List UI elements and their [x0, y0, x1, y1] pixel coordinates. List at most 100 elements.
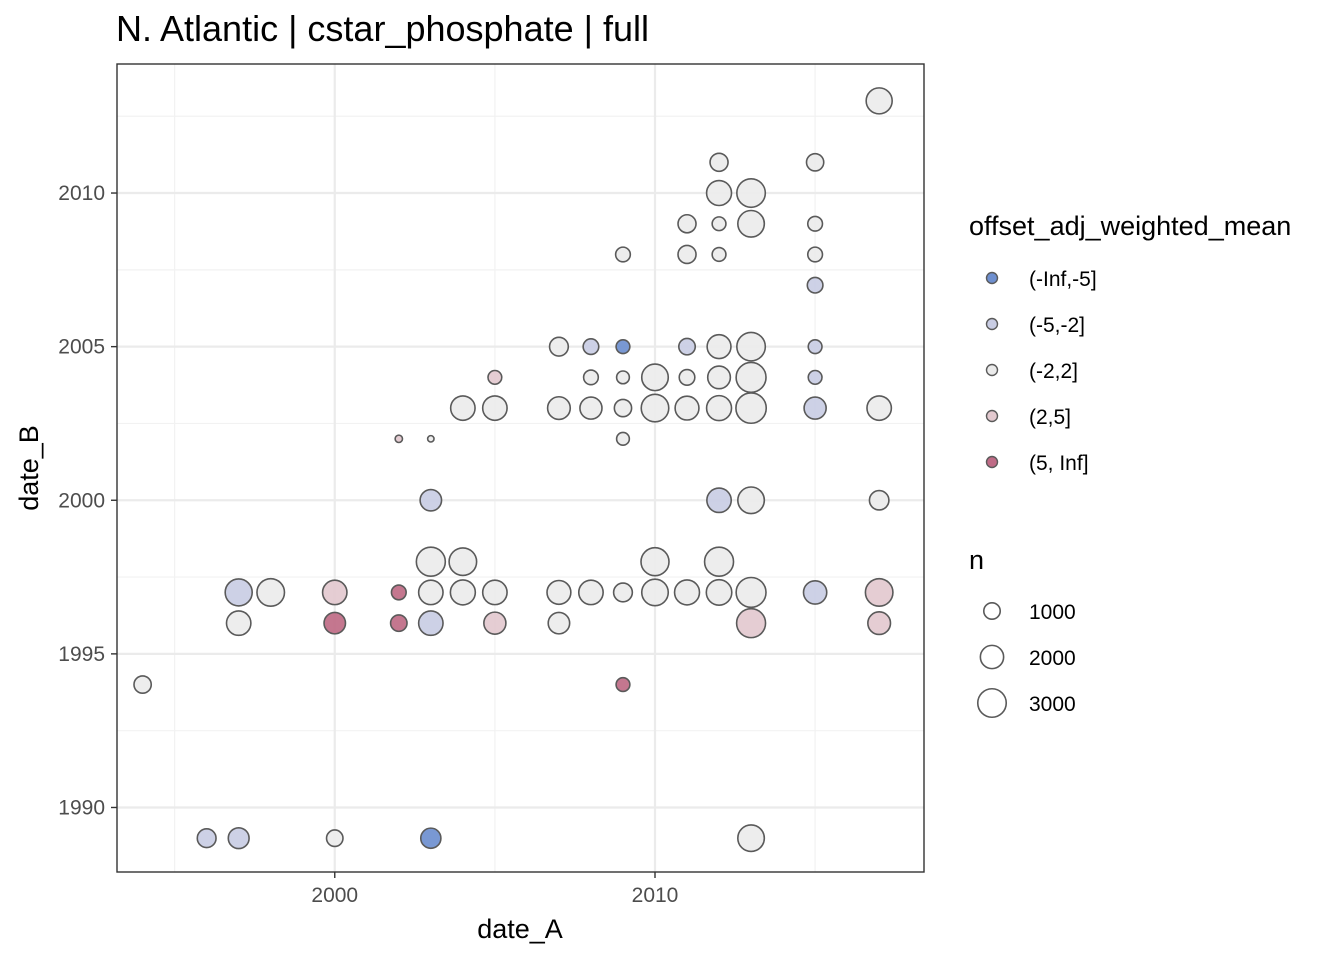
- data-point: [735, 361, 767, 394]
- legend-color-label: (-Inf,-5]: [1029, 268, 1097, 291]
- data-point: [735, 607, 767, 639]
- x-axis-title: date_A: [477, 914, 563, 944]
- data-point: [321, 579, 348, 606]
- color-legend-title: offset_adj_weighted_mean: [969, 211, 1291, 241]
- y-tick-label: 2005: [58, 336, 105, 359]
- data-point: [615, 370, 631, 385]
- data-point: [417, 610, 444, 637]
- data-point: [546, 579, 572, 606]
- y-tick-label: 1995: [58, 643, 105, 666]
- data-point: [615, 431, 631, 446]
- data-point: [706, 365, 732, 390]
- data-point: [582, 338, 600, 356]
- legend-size-label: 1000: [1029, 601, 1076, 624]
- x-axis: 2000 2010: [311, 872, 678, 907]
- y-tick-label: 2010: [58, 182, 105, 205]
- y-tick-label: 2000: [58, 489, 105, 512]
- data-point: [711, 216, 727, 232]
- legend-color-key: [985, 409, 999, 423]
- data-point: [419, 488, 443, 512]
- data-point: [805, 152, 825, 172]
- data-point: [802, 579, 828, 605]
- data-point: [449, 395, 476, 422]
- data-point: [803, 396, 827, 420]
- minor-gridlines: [117, 64, 924, 872]
- data-point: [806, 246, 824, 263]
- size-legend: n 1000 2000 3000: [969, 545, 1076, 719]
- data-point: [227, 827, 250, 850]
- data-point: [737, 486, 766, 515]
- data-point: [807, 338, 823, 355]
- data-point: [864, 577, 894, 607]
- data-point: [866, 395, 893, 422]
- data-point: [806, 276, 824, 294]
- legend-color-key: [985, 271, 999, 285]
- data-point: [415, 546, 447, 577]
- data-point: [737, 824, 766, 853]
- data-point: [706, 487, 733, 514]
- data-point: [419, 827, 442, 850]
- data-point: [547, 611, 571, 635]
- data-point: [224, 578, 254, 607]
- data-point: [577, 579, 604, 606]
- data-point: [868, 489, 890, 511]
- data-point: [579, 396, 603, 420]
- data-point: [806, 215, 824, 232]
- data-point: [614, 246, 632, 263]
- data-point: [582, 369, 600, 386]
- chart-title: N. Atlantic | cstar_phosphate | full: [116, 8, 649, 49]
- major-gridlines: [117, 64, 924, 872]
- legend-color-key: [985, 455, 999, 469]
- data-point: [674, 395, 700, 421]
- legend-size-label: 2000: [1029, 647, 1076, 670]
- data-point: [640, 578, 670, 607]
- data-point: [640, 546, 670, 577]
- data-point: [678, 337, 697, 356]
- data-point: [640, 393, 670, 423]
- data-point: [481, 579, 508, 606]
- legend-size-key: [982, 601, 1002, 621]
- legend-color-label: (2,5]: [1029, 406, 1071, 429]
- legend-size-label: 3000: [1029, 693, 1076, 716]
- data-point: [615, 338, 631, 355]
- data-point: [612, 582, 634, 603]
- data-point: [705, 179, 733, 207]
- data-point: [711, 246, 727, 263]
- y-tick-label: 1990: [58, 796, 105, 819]
- legend-color-label: (-5,-2]: [1029, 314, 1085, 337]
- legend-color-label: (-2,2]: [1029, 360, 1078, 383]
- data-point: [613, 398, 633, 418]
- data-point: [481, 395, 508, 422]
- legend-size-key: [979, 644, 1005, 670]
- y-axis-title: date_B: [14, 425, 44, 511]
- data-point: [677, 213, 697, 234]
- legend-color-key: [985, 363, 999, 377]
- data-point: [196, 828, 217, 849]
- data-point: [548, 336, 570, 357]
- size-legend-title: n: [969, 545, 984, 575]
- data-point: [703, 546, 735, 577]
- x-tick-label: 2000: [311, 884, 358, 907]
- data-point: [426, 434, 435, 443]
- data-point: [867, 611, 892, 636]
- data-point: [483, 611, 507, 635]
- data-point: [615, 676, 631, 693]
- data-point: [546, 395, 572, 421]
- data-point: [133, 675, 153, 695]
- data-point: [323, 611, 347, 635]
- data-point: [865, 87, 893, 115]
- data-point: [705, 578, 733, 606]
- plot-panel-border: [116, 63, 925, 873]
- y-axis: 1990 1995 2000 2005 2010: [58, 182, 117, 819]
- data-point: [735, 392, 768, 425]
- data-point: [417, 579, 444, 606]
- data-points: [133, 87, 894, 853]
- data-point: [487, 369, 503, 386]
- legend-size-key: [976, 687, 1008, 719]
- x-tick-label: 2010: [632, 884, 679, 907]
- data-point: [325, 829, 344, 848]
- legend-color-label: (5, Inf]: [1029, 452, 1089, 475]
- data-point: [736, 177, 767, 209]
- data-point: [735, 576, 767, 609]
- data-point: [706, 333, 732, 360]
